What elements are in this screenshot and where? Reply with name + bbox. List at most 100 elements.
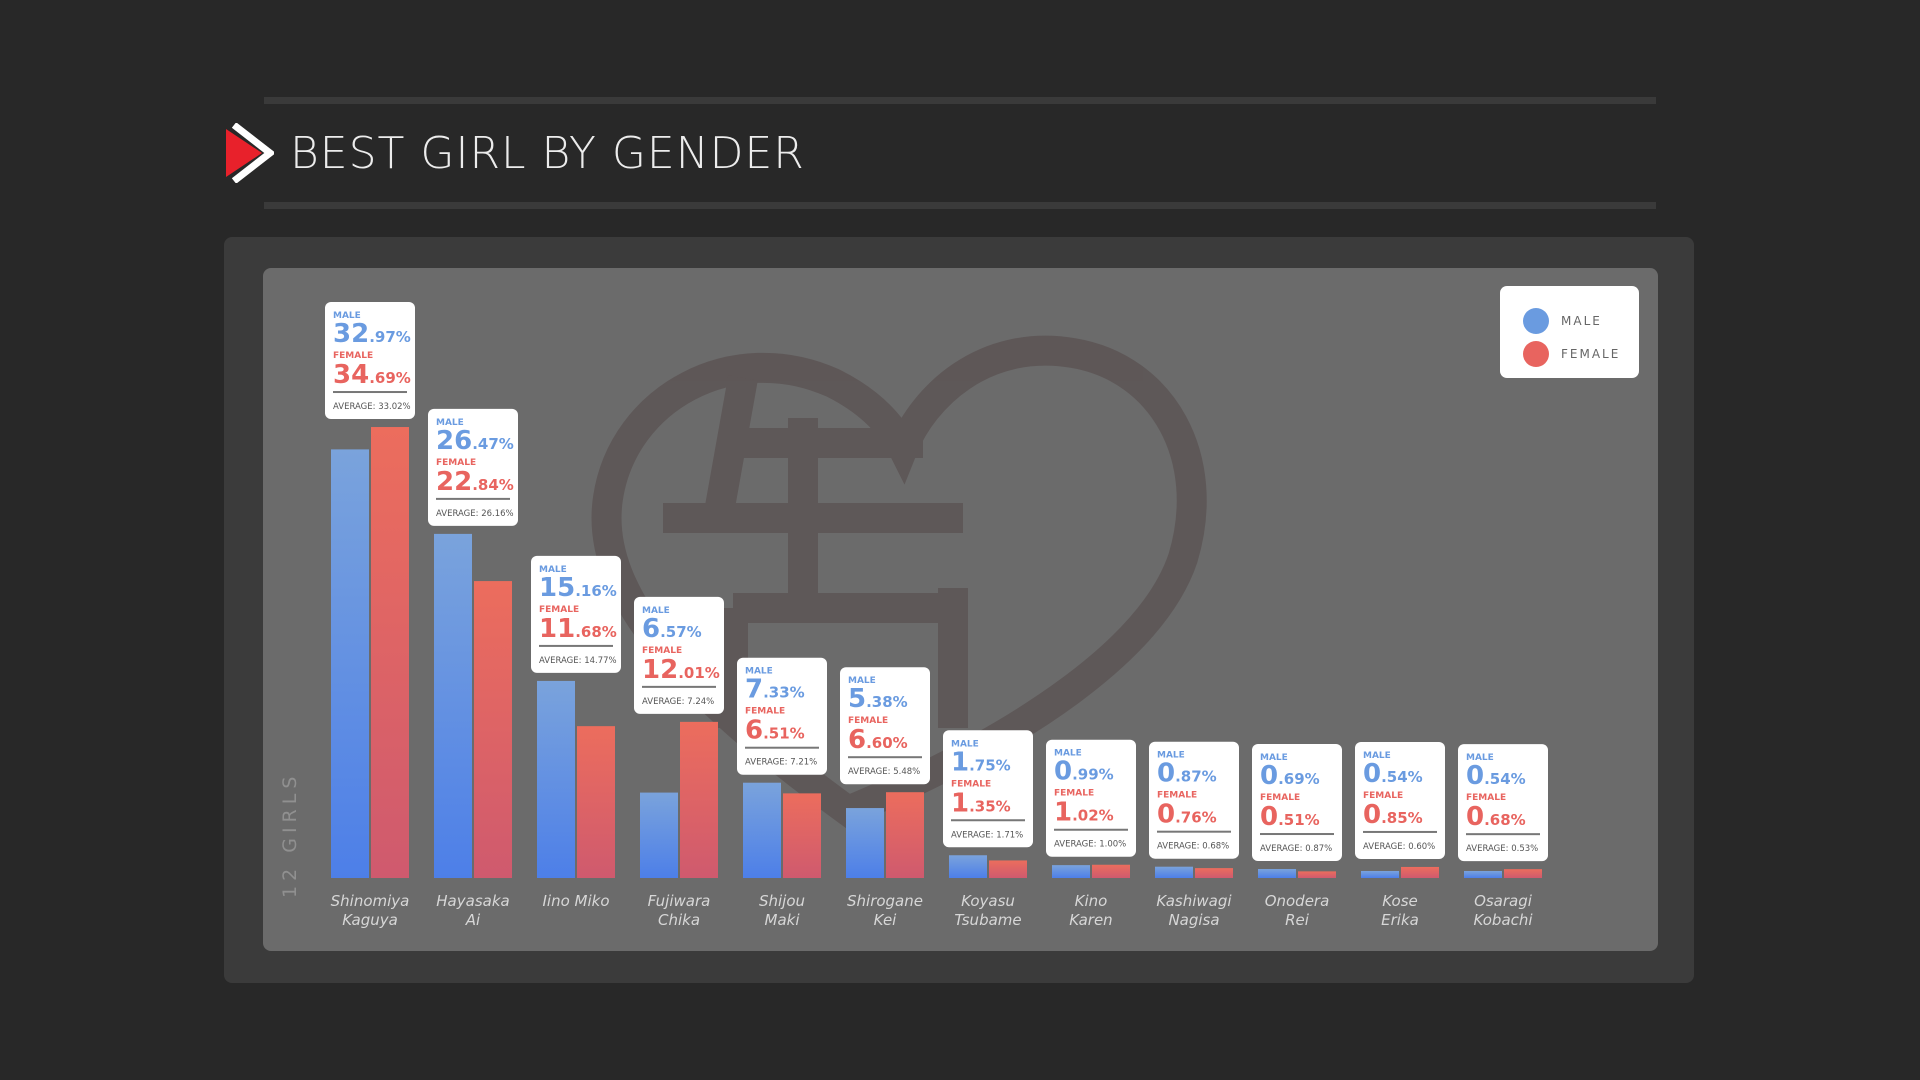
card-female-label-3: FEMALE (642, 646, 682, 656)
legend-item-male: MALE (1523, 308, 1602, 334)
header-bottom-rule (264, 202, 1656, 209)
card-male-value-3: 6.57% (642, 614, 702, 644)
bar-female-6 (989, 860, 1027, 878)
bar-female-5 (886, 792, 924, 878)
card-female-value-1: 22.84% (436, 467, 514, 497)
card-male-value-4: 7.33% (745, 675, 805, 705)
value-card-bg-8 (1149, 741, 1239, 859)
card-average-4: AVERAGE: 7.21% (745, 758, 817, 768)
page-title: BEST GIRL BY GENDER (290, 128, 805, 179)
card-male-value-5: 5.38% (848, 684, 908, 714)
card-female-value-8: 0.76% (1157, 800, 1217, 830)
card-female-value-5: 6.60% (848, 725, 908, 755)
card-male-label-3: MALE (642, 606, 670, 616)
card-female-label-7: FEMALE (1054, 789, 1094, 799)
card-male-value-0: 32.97% (333, 319, 411, 349)
category-label-9: Onodera Rei (1265, 892, 1330, 929)
card-divider-4 (745, 746, 819, 749)
bar-male-11 (1464, 870, 1502, 878)
value-card-bg-6 (943, 730, 1033, 848)
card-male-value-10: 0.54% (1363, 759, 1423, 789)
legend-label-female: FEMALE (1561, 347, 1621, 361)
bar-female-9 (1298, 871, 1336, 878)
bar-male-6 (949, 855, 987, 878)
watermark-emblem (591, 335, 1207, 829)
card-female-value-3: 12.01% (642, 655, 720, 685)
card-male-label-8: MALE (1157, 751, 1185, 761)
value-card-bg-9 (1252, 744, 1342, 862)
bar-male-5 (846, 808, 884, 878)
card-average-5: AVERAGE: 5.48% (848, 767, 920, 777)
card-male-label-7: MALE (1054, 749, 1082, 759)
card-male-value-2: 15.16% (539, 573, 617, 603)
card-female-label-4: FEMALE (745, 707, 785, 717)
category-label-0: Shinomiya Kaguya (331, 892, 410, 929)
card-divider-1 (436, 497, 510, 500)
card-male-label-10: MALE (1363, 751, 1391, 761)
card-female-value-10: 0.85% (1363, 800, 1423, 830)
bar-male-4 (743, 782, 781, 878)
category-label-6: Koyasu Tsubame (954, 892, 1021, 929)
bar-female-7 (1092, 864, 1130, 878)
card-divider-11 (1466, 833, 1540, 836)
bar-male-7 (1052, 865, 1090, 878)
card-female-label-8: FEMALE (1157, 791, 1197, 801)
y-axis-label: 12 GIRLS (279, 771, 301, 898)
card-divider-7 (1054, 828, 1128, 831)
card-female-label-2: FEMALE (539, 605, 579, 615)
category-label-11: Osaragi Kobachi (1473, 892, 1533, 929)
bar-male-3 (640, 792, 678, 878)
card-average-8: AVERAGE: 0.68% (1157, 842, 1229, 852)
card-average-11: AVERAGE: 0.53% (1466, 844, 1538, 854)
value-card-bg-3 (634, 596, 724, 714)
bar-female-0 (371, 427, 409, 878)
card-female-label-0: FEMALE (333, 351, 373, 361)
card-male-value-9: 0.69% (1260, 761, 1320, 791)
value-card-bg-1 (428, 408, 518, 526)
category-label-2: Iino Miko (542, 892, 609, 910)
card-average-3: AVERAGE: 7.24% (642, 697, 714, 707)
card-male-label-6: MALE (951, 739, 979, 749)
bar-female-1 (474, 581, 512, 878)
card-female-value-6: 1.35% (951, 788, 1011, 818)
legend-swatch-male (1523, 308, 1549, 334)
bar-male-8 (1155, 866, 1193, 878)
value-card-bg-5 (840, 667, 930, 785)
chart-panel: MALE 32.97% FEMALE 34.69% AVERAGE: 33.02% MAL… (263, 268, 1658, 951)
bar-female-8 (1195, 868, 1233, 878)
category-label-5: Shirogane Kei (847, 892, 923, 929)
bar-female-2 (577, 726, 615, 878)
card-male-value-7: 0.99% (1054, 757, 1114, 787)
bar-female-10 (1401, 866, 1439, 878)
card-divider-6 (951, 819, 1025, 822)
bar-male-0 (331, 449, 369, 878)
category-label-3: Fujiwara Chika (648, 892, 711, 929)
card-average-1: AVERAGE: 26.16% (436, 509, 514, 519)
card-female-value-2: 11.68% (539, 614, 617, 644)
card-male-label-11: MALE (1466, 753, 1494, 763)
card-male-value-6: 1.75% (951, 747, 1011, 777)
play-triangle-icon (226, 123, 274, 183)
card-male-label-2: MALE (539, 565, 567, 575)
card-female-value-11: 0.68% (1466, 802, 1526, 832)
card-divider-2 (539, 644, 613, 647)
bar-female-11 (1504, 869, 1542, 878)
card-female-value-9: 0.51% (1260, 802, 1320, 832)
card-female-label-10: FEMALE (1363, 791, 1403, 801)
card-female-label-11: FEMALE (1466, 793, 1506, 803)
card-average-6: AVERAGE: 1.71% (951, 830, 1023, 840)
category-label-8: Kashiwagi Nagisa (1156, 892, 1232, 929)
card-male-label-9: MALE (1260, 753, 1288, 763)
value-card-bg-7 (1046, 739, 1136, 857)
card-female-value-0: 34.69% (333, 360, 411, 390)
